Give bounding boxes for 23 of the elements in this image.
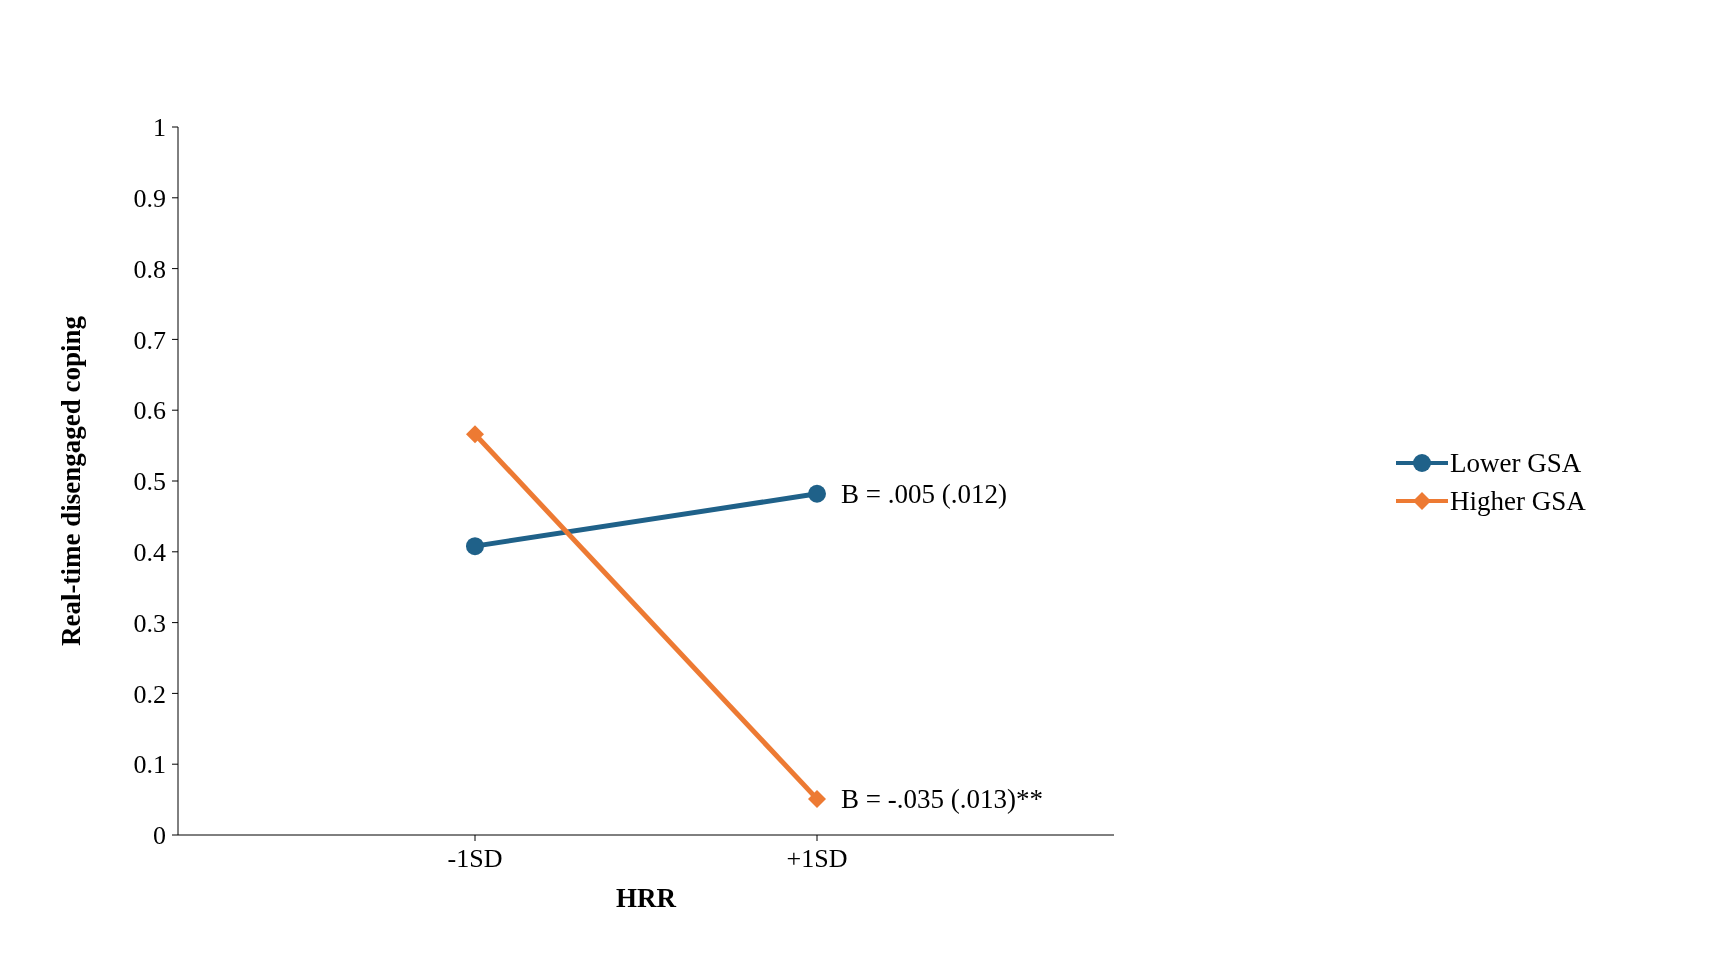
y-tick-label: 0.7 [133, 325, 166, 355]
y-tick-label: 0.3 [133, 608, 166, 638]
y-tick-label: 0.9 [133, 184, 166, 214]
y-tick-label: 0.8 [133, 254, 166, 284]
point [808, 789, 826, 808]
y-axis-title: Real-time disengaged coping [55, 315, 86, 646]
legend-label: Higher GSA [1450, 484, 1586, 518]
legend-label: Lower GSA [1450, 446, 1582, 480]
y-tick-label: 0.1 [133, 750, 166, 780]
x-tick-label: -1SD [447, 844, 503, 874]
y-tick-label: 0.2 [133, 679, 166, 709]
x-axis-title: HRR [616, 883, 677, 913]
point [808, 484, 826, 503]
x-tick-label: +1SD [786, 844, 848, 874]
y-tick-label: 0 [153, 821, 166, 851]
point [466, 425, 484, 444]
y-tick-label: 0.4 [133, 538, 166, 568]
annotation: B = -.035 (.013)** [841, 784, 1043, 815]
y-tick-label: 0.5 [133, 467, 166, 497]
point [466, 537, 484, 556]
y-tick-label: 1 [153, 113, 166, 143]
y-tick-label: 0.6 [133, 396, 166, 426]
annotation: B = .005 (.012) [841, 479, 1007, 510]
